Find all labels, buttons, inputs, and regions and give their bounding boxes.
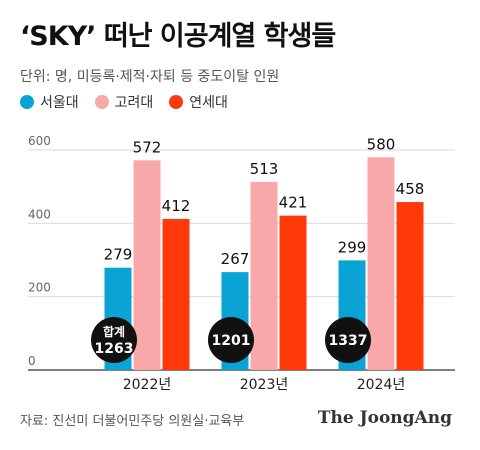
legend-swatch (94, 95, 109, 109)
bar (367, 157, 395, 370)
bar (133, 160, 161, 370)
legend-item-korea: 고려대 (94, 92, 154, 112)
unit-note: 단위: 명, 미등록·제적·자퇴 등 중도이탈 인원 (20, 69, 280, 85)
legend-label: 서울대 (40, 95, 79, 111)
total-circle (208, 317, 254, 363)
legend-item-snu: 서울대 (20, 92, 79, 112)
chart-title: ‘SKY’ 떠난 이공계열 학생들 (20, 21, 336, 52)
total-value: 1201 (212, 333, 251, 349)
y-tick-label: 600 (28, 134, 51, 148)
total-value: 1263 (95, 341, 134, 357)
data-label: 299 (338, 238, 367, 256)
legend-item-yonsei: 연세대 (169, 92, 228, 112)
bar (250, 181, 278, 370)
y-tick-label: 0 (28, 354, 36, 368)
bar (162, 218, 190, 370)
data-label: 513 (250, 160, 279, 178)
x-tick-label: 2022년 (123, 377, 172, 393)
x-tick-label: 2023년 (240, 377, 289, 393)
data-label: 412 (162, 197, 191, 215)
y-tick-label: 200 (28, 281, 51, 295)
total-caption: 합계 (103, 324, 125, 339)
legend: 서울대 고려대 연세대 (20, 92, 228, 112)
data-label: 458 (396, 180, 425, 198)
total-circle (91, 317, 137, 363)
publisher-logo: The JoongAng (317, 408, 452, 428)
total-circle (325, 317, 371, 363)
bar (279, 215, 307, 370)
data-label: 279 (104, 246, 133, 264)
legend-label: 연세대 (189, 95, 228, 111)
legend-swatch (169, 95, 184, 109)
bar (396, 202, 424, 370)
legend-swatch (20, 95, 34, 109)
data-label: 267 (221, 250, 250, 268)
x-tick-label: 2024년 (357, 377, 406, 393)
total-value: 1337 (329, 333, 368, 349)
data-label: 421 (279, 194, 308, 212)
y-tick-label: 400 (28, 207, 51, 221)
data-label: 572 (133, 138, 162, 156)
data-label: 580 (367, 135, 396, 153)
source-note: 자료: 진선미 더불어민주당 의원실·교육부 (20, 414, 245, 429)
legend-label: 고려대 (114, 95, 154, 111)
